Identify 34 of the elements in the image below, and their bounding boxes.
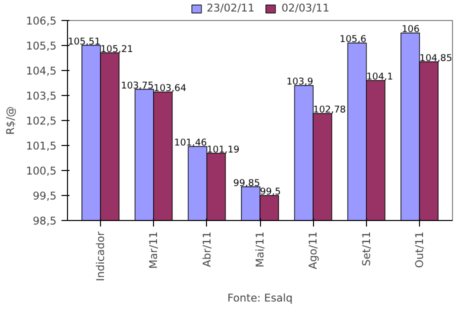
x-tick-label: Out/11 [413, 231, 426, 268]
x-tick-label: Indicador [94, 230, 107, 282]
y-tick-label: 100,5 [26, 164, 57, 178]
data-label: 104,85 [420, 52, 452, 64]
x-tick-label: Mar/11 [147, 231, 160, 269]
data-label: 101,19 [206, 144, 240, 156]
x-tick-label: Abr/11 [200, 231, 214, 268]
y-tick-label: 102,5 [26, 114, 57, 128]
data-label: 104,1 [366, 72, 394, 82]
y-tick-label: 105,5 [26, 40, 57, 52]
legend-label: 23/02/11 [206, 2, 254, 14]
legend-label: 02/03/11 [282, 2, 330, 14]
y-tick-label: 104,5 [26, 64, 57, 78]
data-label: 102,78 [313, 104, 346, 116]
source-note: Fonte: Esalq [227, 292, 293, 304]
y-tick-label: 99,5 [32, 190, 57, 202]
x-tick-label: Set/11 [360, 231, 373, 266]
y-tick-label: 101,5 [26, 140, 57, 152]
data-label: 99,85 [233, 178, 260, 189]
data-label: 105,21 [100, 44, 134, 55]
x-tick-label: Ago/11 [306, 231, 320, 270]
data-label: 99,5 [260, 186, 281, 198]
data-label: 106 [402, 24, 420, 35]
data-label: 101,46 [174, 138, 207, 148]
x-tick-label: Mai/11 [254, 231, 266, 268]
data-label: 103,64 [154, 83, 186, 94]
data-label: 105,51 [68, 36, 101, 48]
y-axis-title: R$/@ [4, 106, 17, 135]
data-label: 103,75 [121, 80, 154, 92]
data-label: 105,6 [340, 34, 366, 45]
y-tick-label: 98,5 [32, 214, 57, 228]
y-tick-label: 103,5 [26, 90, 57, 102]
data-label: 103,9 [286, 76, 314, 88]
y-tick-label: 106,5 [26, 14, 57, 28]
